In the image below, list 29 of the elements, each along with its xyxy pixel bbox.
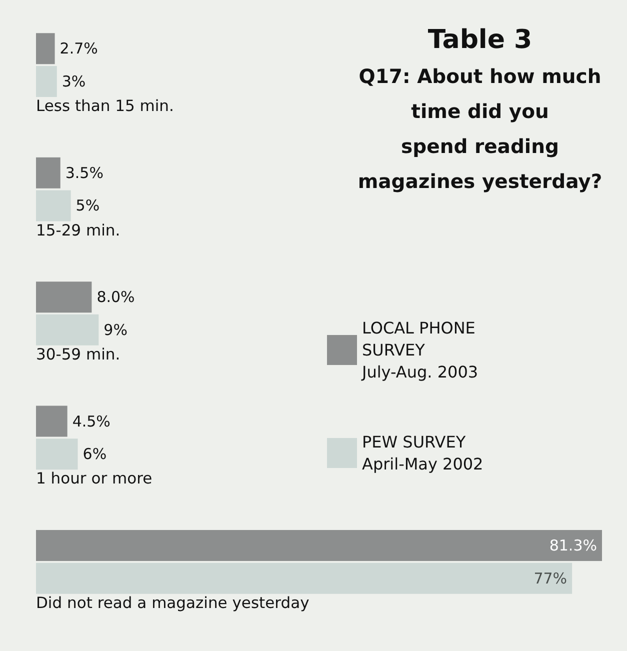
data-label: 77% <box>534 569 568 588</box>
bar <box>36 190 71 222</box>
chart-title: Table 3 <box>428 25 532 55</box>
legend-label: LOCAL PHONE SURVEY July-Aug. 2003 <box>361 318 480 382</box>
data-label: 5% <box>76 196 100 215</box>
data-label: 4.5% <box>72 412 110 430</box>
bar <box>36 438 78 470</box>
bar <box>36 314 99 346</box>
text: Q17: About how much time did you spend reading magazines yesterday? <box>358 65 602 193</box>
bar <box>36 562 572 594</box>
legend-label: PEW SURVEY April-May 2002 <box>362 432 484 474</box>
data-label: 81.3% <box>549 536 597 554</box>
bar <box>36 406 68 437</box>
bar <box>36 33 55 64</box>
bar <box>36 66 57 98</box>
data-label: 3.5% <box>65 164 104 182</box>
data-label: 3% <box>62 72 86 91</box>
data-label: 6% <box>82 445 107 464</box>
data-label: 2.7% <box>60 40 98 58</box>
bar <box>36 157 60 188</box>
bar <box>36 282 92 313</box>
bar <box>36 530 602 561</box>
y-tick-label: 30-59 min. <box>36 346 120 364</box>
y-tick-label: Less than 15 min. <box>36 97 174 116</box>
y-tick-label: 1 hour or more <box>36 470 152 488</box>
y-tick-label: Did not read a magazine yesterday <box>36 594 310 612</box>
data-label: 9% <box>104 320 128 339</box>
y-tick-label: 15-29 min. <box>36 221 120 240</box>
data-label: 8.0% <box>96 288 135 306</box>
